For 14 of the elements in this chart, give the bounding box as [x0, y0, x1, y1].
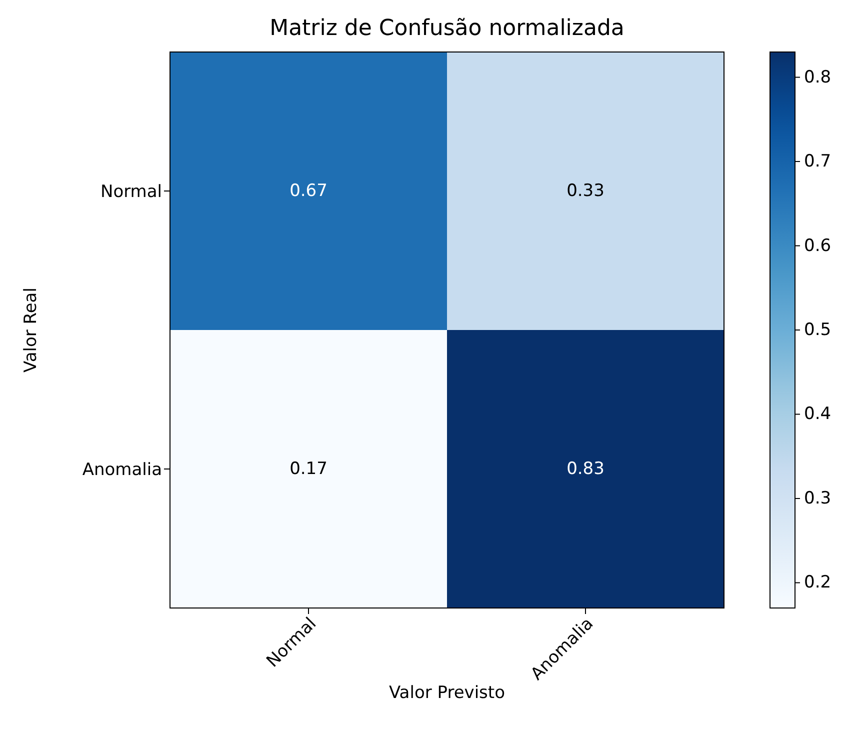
color-bar-label: 0.3 — [804, 488, 832, 508]
chart-title: Matriz de Confusão normalizada — [268, 16, 626, 41]
color-bar-label: 0.2 — [804, 572, 832, 593]
data-label: 0.67 — [290, 181, 328, 201]
data-label: 0.83 — [566, 459, 604, 479]
color-bar-label: 0.5 — [804, 320, 832, 340]
color-bar-label: 0.7 — [804, 152, 832, 172]
y-axis-title: Valor Real — [21, 288, 42, 372]
color-bar-label: 0.4 — [804, 404, 832, 424]
x-axis-title: Valor Previsto — [389, 683, 505, 703]
data-label: 0.33 — [566, 181, 604, 201]
color-bar-label: 0.6 — [804, 236, 832, 256]
data-label: 0.17 — [290, 459, 328, 479]
color-bar-label: 0.8 — [804, 67, 832, 88]
